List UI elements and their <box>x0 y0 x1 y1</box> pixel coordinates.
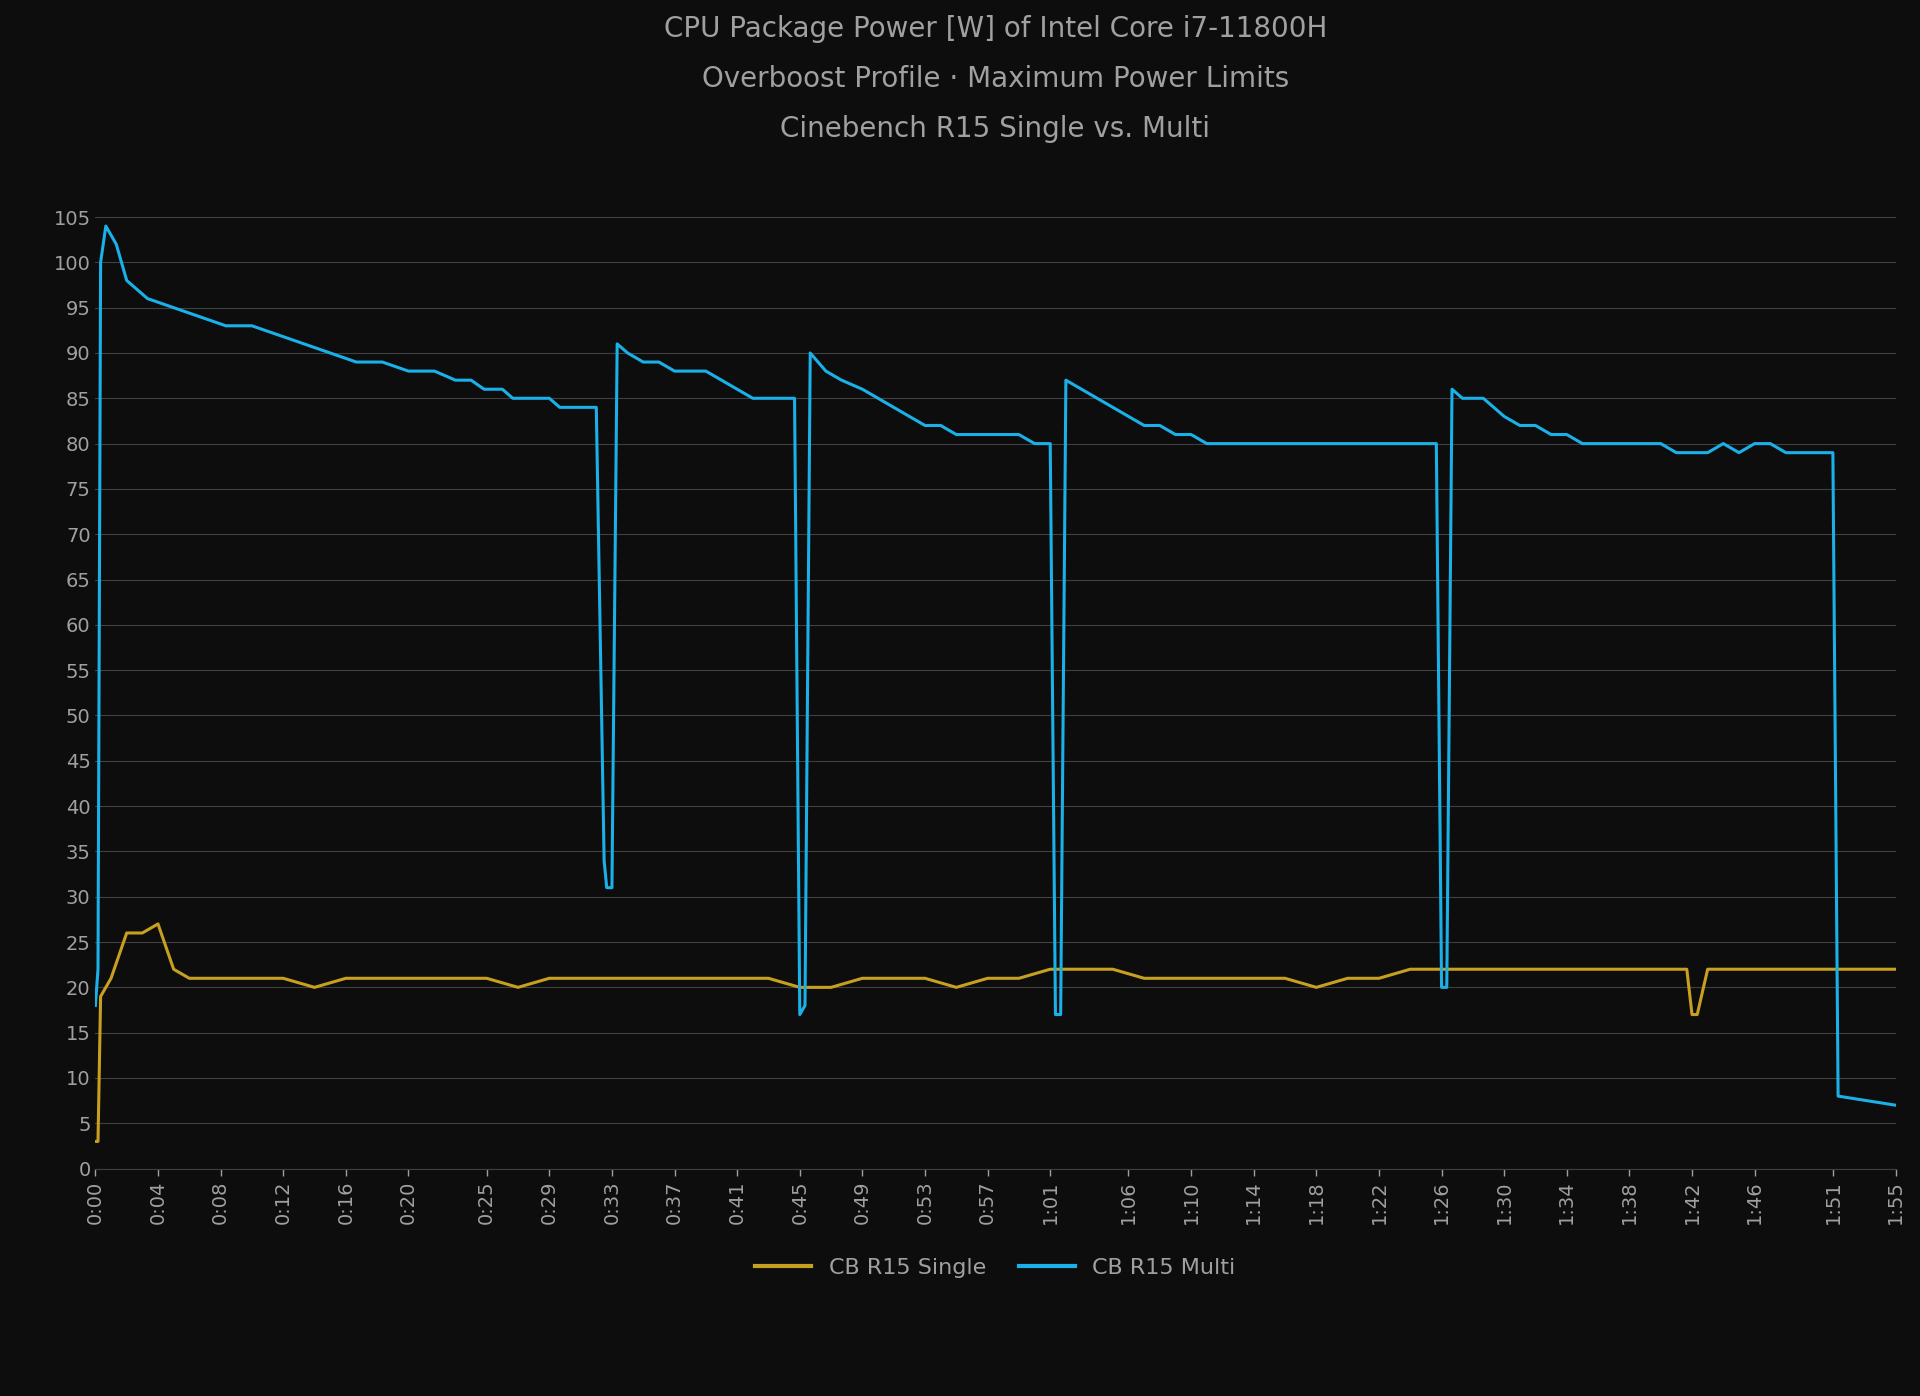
CB R15 Multi <box>945 426 968 443</box>
CB R15 Multi <box>84 997 108 1013</box>
Legend: CB R15 Single, CB R15 Multi: CB R15 Single, CB R15 Multi <box>747 1249 1244 1287</box>
CB R15 Multi <box>215 317 238 334</box>
CB R15 Single <box>1164 970 1187 987</box>
CB R15 Single <box>662 970 685 987</box>
CB R15 Multi <box>1884 1097 1907 1114</box>
Line: CB R15 Single: CB R15 Single <box>96 924 1895 1142</box>
CB R15 Single <box>334 970 357 987</box>
CB R15 Multi <box>1148 417 1171 434</box>
CB R15 Multi <box>1288 436 1311 452</box>
CB R15 Multi <box>593 852 616 868</box>
Title: CPU Package Power [W] of Intel Core i7-11800H
Overboost Profile · Maximum Power : CPU Package Power [W] of Intel Core i7-1… <box>664 15 1327 142</box>
CB R15 Single <box>1868 960 1891 977</box>
CB R15 Single <box>146 916 169 933</box>
CB R15 Multi <box>94 218 117 235</box>
Line: CB R15 Multi: CB R15 Multi <box>96 226 1895 1106</box>
CB R15 Multi <box>1196 436 1219 452</box>
CB R15 Single <box>84 1134 108 1150</box>
CB R15 Single <box>115 924 138 941</box>
CB R15 Single <box>1884 960 1907 977</box>
CB R15 Single <box>632 970 655 987</box>
